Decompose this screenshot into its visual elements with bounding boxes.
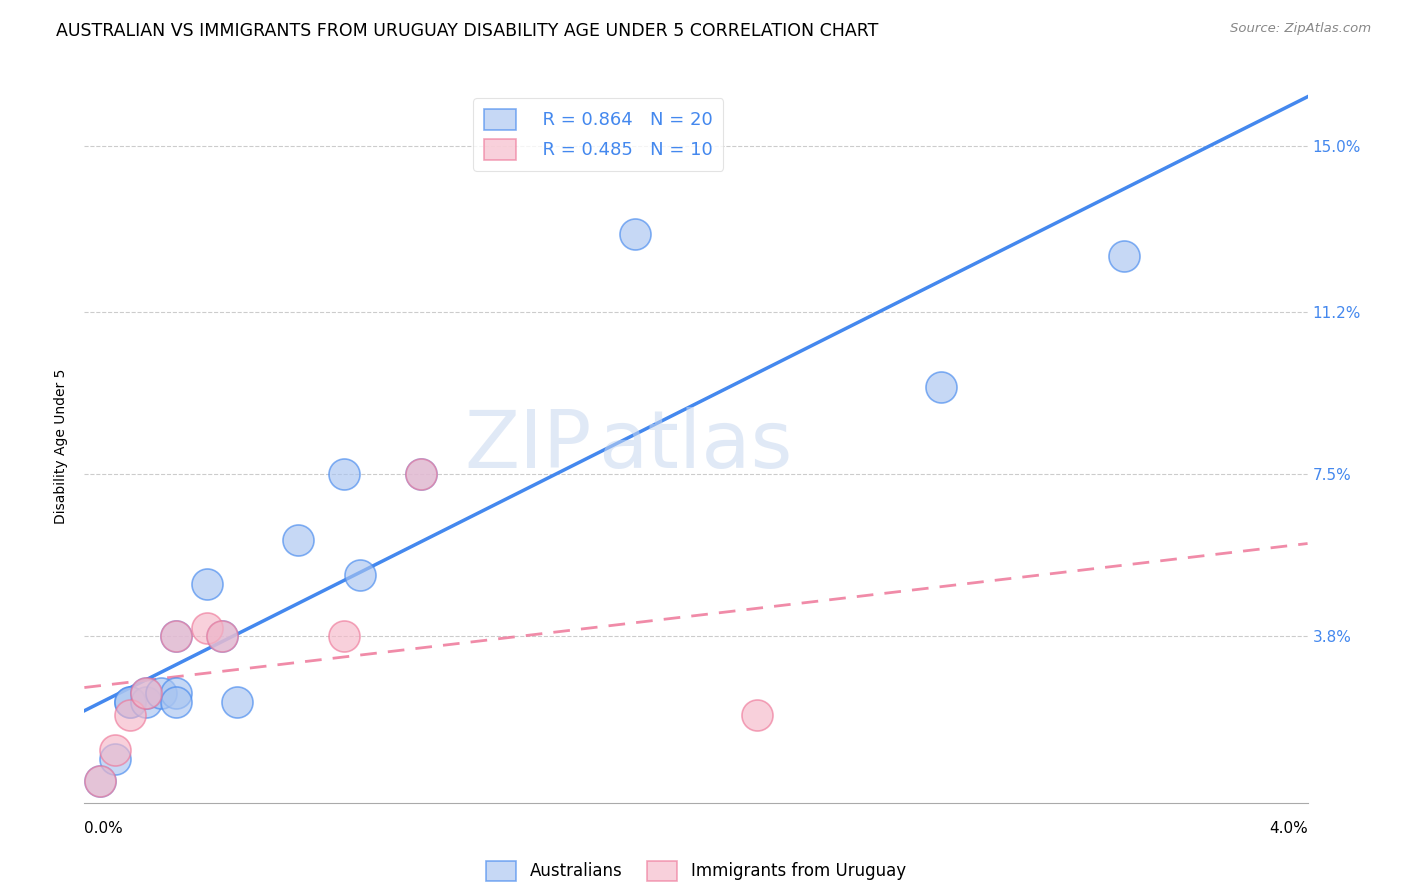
Point bbox=[165, 629, 187, 643]
Point bbox=[349, 568, 371, 582]
Point bbox=[333, 467, 356, 482]
Point bbox=[135, 686, 157, 700]
Point bbox=[211, 629, 233, 643]
Point bbox=[120, 695, 142, 709]
Point bbox=[135, 686, 157, 700]
Point bbox=[89, 773, 111, 788]
Point bbox=[409, 467, 432, 482]
Point bbox=[165, 695, 187, 709]
Point bbox=[1114, 249, 1136, 263]
Text: atlas: atlas bbox=[598, 407, 793, 485]
Text: 0.0%: 0.0% bbox=[84, 821, 124, 836]
Point bbox=[226, 695, 249, 709]
Text: AUSTRALIAN VS IMMIGRANTS FROM URUGUAY DISABILITY AGE UNDER 5 CORRELATION CHART: AUSTRALIAN VS IMMIGRANTS FROM URUGUAY DI… bbox=[56, 22, 879, 40]
Point bbox=[747, 708, 769, 723]
Y-axis label: Disability Age Under 5: Disability Age Under 5 bbox=[55, 368, 69, 524]
Point bbox=[287, 533, 309, 548]
Point bbox=[195, 577, 218, 591]
Point bbox=[165, 629, 187, 643]
Point bbox=[104, 743, 127, 757]
Point bbox=[120, 695, 142, 709]
Legend: Australians, Immigrants from Uruguay: Australians, Immigrants from Uruguay bbox=[479, 855, 912, 888]
Point bbox=[135, 695, 157, 709]
Point bbox=[624, 227, 647, 241]
Point bbox=[104, 752, 127, 766]
Point bbox=[211, 629, 233, 643]
Text: Source: ZipAtlas.com: Source: ZipAtlas.com bbox=[1230, 22, 1371, 36]
Point bbox=[929, 380, 952, 394]
Point bbox=[409, 467, 432, 482]
Point bbox=[333, 629, 356, 643]
Point bbox=[89, 773, 111, 788]
Text: 4.0%: 4.0% bbox=[1268, 821, 1308, 836]
Text: ZIP: ZIP bbox=[464, 407, 592, 485]
Point bbox=[120, 708, 142, 723]
Point bbox=[165, 686, 187, 700]
Point bbox=[149, 686, 172, 700]
Point bbox=[195, 621, 218, 635]
